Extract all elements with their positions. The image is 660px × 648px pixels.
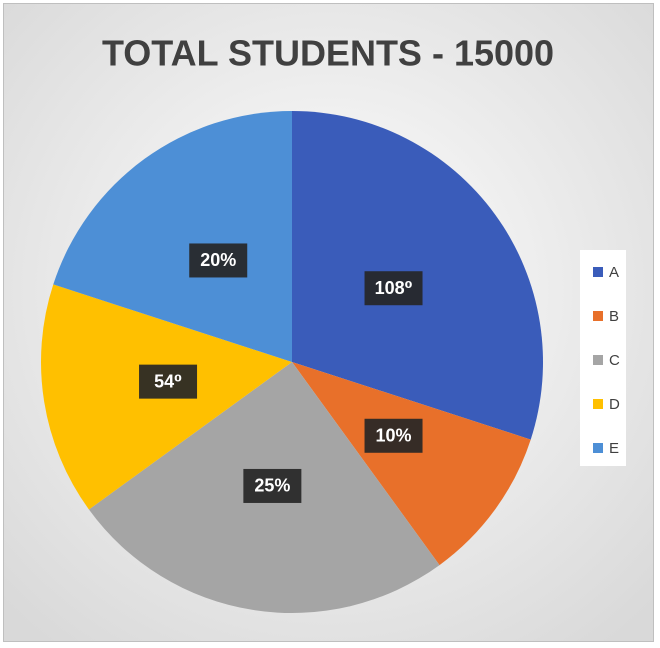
data-label: 108⁰ — [375, 278, 413, 298]
pie-slice — [292, 362, 531, 566]
legend-label: B — [609, 308, 619, 325]
legend-swatch — [593, 311, 603, 321]
data-label: 54⁰ — [154, 371, 182, 391]
data-label-box — [189, 243, 248, 278]
legend-swatch — [593, 355, 603, 365]
legend-swatch — [593, 399, 603, 409]
data-label-box — [364, 418, 423, 453]
data-label: 10% — [376, 426, 412, 446]
chart-title: TOTAL STUDENTS - 15000 — [102, 33, 554, 74]
data-label-box — [243, 468, 302, 503]
data-label: 25% — [254, 476, 290, 496]
data-label-box — [139, 364, 198, 399]
legend-swatch — [593, 267, 603, 277]
legend-swatch — [593, 443, 603, 453]
legend-label: E — [609, 440, 619, 457]
legend-label: A — [609, 264, 619, 281]
legend-label: C — [609, 352, 620, 369]
data-label: 20% — [200, 250, 236, 270]
data-label-box — [364, 271, 423, 306]
legend-label: D — [609, 396, 620, 413]
pie-slice — [53, 111, 292, 362]
